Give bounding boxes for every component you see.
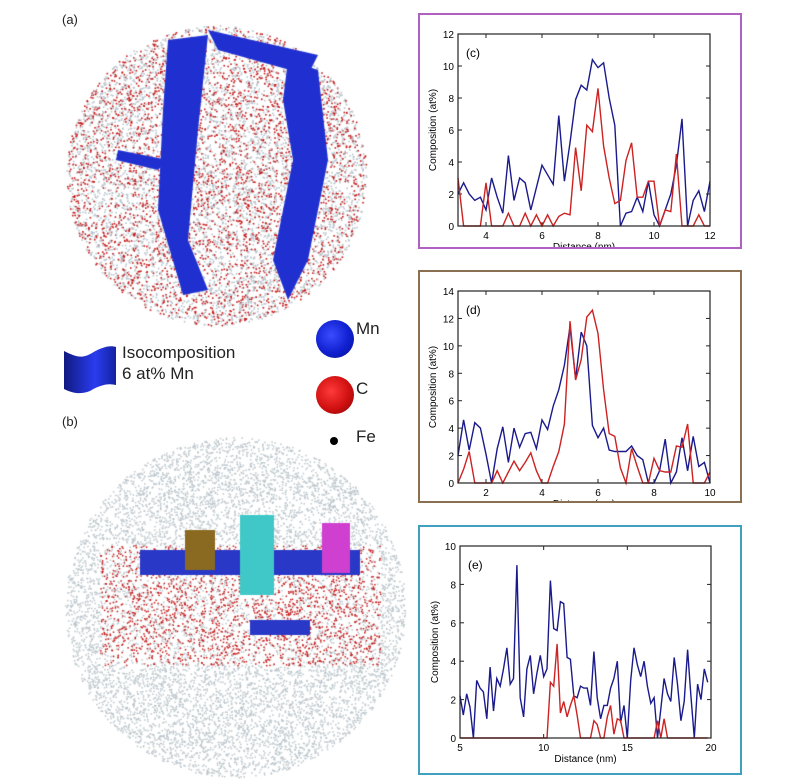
chart-d-frame: 0 2 4 6 8 10 12 14 2 4 6 8 10 (d) Distance (nm) Composi… — [418, 270, 742, 510]
mn-profile-line — [459, 565, 709, 739]
isosurface-label-line1: Isocomposition — [122, 343, 236, 362]
x-tick-label: 2 — [483, 488, 489, 499]
plot-area-frame — [457, 290, 711, 484]
y-tick-label: 2 — [450, 696, 456, 707]
mn-atom-icon — [316, 320, 354, 358]
y-tick-label: 4 — [448, 158, 454, 169]
panel-label-b: (b) — [62, 414, 78, 429]
y-tick-label: 2 — [448, 190, 454, 201]
mn-profile-line — [457, 326, 711, 486]
y-tick-label: 6 — [450, 619, 456, 630]
chart-e-frame: 0 2 4 6 8 10 5 10 15 20 (e) Distance (nm) Compositio… — [418, 525, 742, 775]
x-tick-label: 8 — [651, 488, 657, 499]
y-tick-label: 10 — [443, 62, 455, 73]
y-tick-label: 4 — [450, 657, 456, 668]
fe-atom-icon — [330, 437, 338, 445]
y-tick-label: 14 — [443, 287, 455, 298]
y-tick-label: 8 — [448, 94, 454, 105]
atom-map-render-a — [58, 10, 378, 330]
y-axis-label: Composition (at%) — [428, 89, 439, 171]
y-tick-label: 10 — [443, 342, 455, 353]
mn-legend-label: Mn — [356, 319, 380, 338]
panel-label: (c) — [466, 46, 480, 60]
x-tick-label: 15 — [622, 743, 634, 754]
y-tick-label: 8 — [448, 369, 454, 380]
x-tick-label: 10 — [648, 231, 660, 242]
x-tick-label: 20 — [705, 743, 717, 754]
c-profile-line — [457, 308, 711, 486]
panel-label: (e) — [468, 558, 483, 572]
y-tick-label: 0 — [448, 479, 454, 490]
y-tick-label: 0 — [450, 734, 456, 745]
y-tick-label: 4 — [448, 424, 454, 435]
x-tick-label: 5 — [457, 743, 463, 754]
y-tick-label: 6 — [448, 397, 454, 408]
atom-map-render-b — [60, 435, 410, 780]
plot-area-frame — [459, 545, 712, 739]
c-profile-line — [457, 88, 710, 228]
x-axis-label: Distance (nm) — [554, 754, 616, 765]
x-tick-label: 4 — [539, 488, 545, 499]
x-tick-label: 10 — [704, 488, 716, 499]
panel-label-a: (a) — [62, 12, 78, 27]
y-tick-label: 6 — [448, 126, 454, 137]
c-atom-icon — [316, 376, 354, 414]
plot-area-frame — [457, 33, 711, 227]
fe-legend-label: Fe — [356, 427, 376, 446]
chart-d: 0 2 4 6 8 10 12 14 2 4 6 8 10 (d) Distance (nm) Composi… — [428, 287, 716, 510]
mn-profile-line — [457, 57, 711, 228]
y-tick-label: 8 — [450, 580, 456, 591]
x-tick-label: 8 — [595, 231, 601, 242]
y-tick-label: 2 — [448, 452, 454, 463]
x-tick-label: 6 — [539, 231, 545, 242]
y-tick-label: 12 — [443, 314, 455, 325]
x-axis-label: Distance (nm) — [553, 499, 615, 501]
x-axis-label: Distance (nm) — [553, 242, 615, 247]
x-tick-label: 6 — [595, 488, 601, 499]
x-tick-label: 10 — [538, 743, 550, 754]
chart-c: 0 2 4 6 8 10 12 4 6 8 10 12 (c) Distance (nm) Composit… — [428, 30, 716, 253]
y-tick-label: 0 — [448, 222, 454, 233]
y-axis-label: Composition (at%) — [430, 601, 441, 683]
y-axis-label: Composition (at%) — [428, 346, 439, 428]
isosurface-label-line2: 6 at% Mn — [122, 364, 194, 383]
chart-e: 0 2 4 6 8 10 5 10 15 20 (e) Distance (nm) Compositio… — [430, 542, 717, 765]
y-tick-label: 10 — [445, 542, 457, 553]
y-tick-label: 12 — [443, 30, 455, 41]
c-profile-line — [460, 643, 708, 739]
chart-c-frame: 0 2 4 6 8 10 12 4 6 8 10 12 (c) Distance (nm) Composit… — [418, 13, 742, 253]
c-legend-label: C — [356, 379, 369, 398]
panel-label: (d) — [466, 303, 481, 317]
x-tick-label: 12 — [704, 231, 716, 242]
isosurface-legend-icon — [64, 346, 116, 394]
x-tick-label: 4 — [483, 231, 489, 242]
